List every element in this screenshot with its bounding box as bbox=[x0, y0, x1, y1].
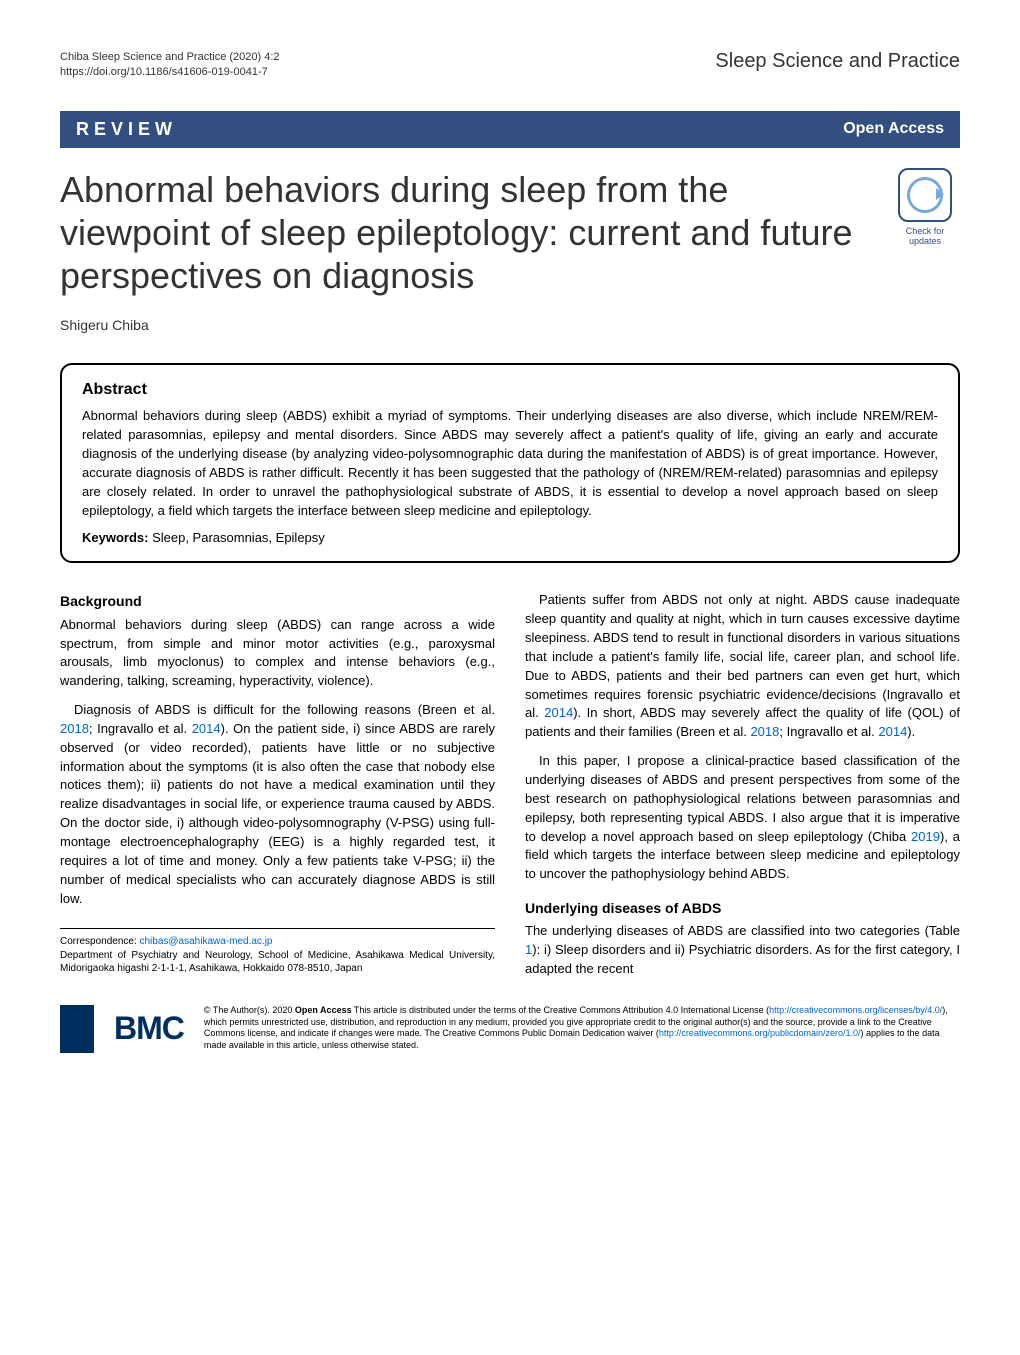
correspondence-line: Correspondence: chibas@asahikawa-med.ac.… bbox=[60, 935, 495, 949]
rp1-c: ; Ingravallo et al. bbox=[779, 724, 878, 739]
background-heading: Background bbox=[60, 591, 495, 611]
rp1-a: Patients suffer from ABDS not only at ni… bbox=[525, 592, 960, 720]
affiliation-text: Department of Psychiatry and Neurology, … bbox=[60, 949, 495, 976]
article-title: Abnormal behaviors during sleep from the… bbox=[60, 168, 870, 298]
p2-text-a: Diagnosis of ABDS is difficult for the f… bbox=[74, 702, 495, 717]
rp3-b: ): i) Sleep disorders and ii) Psychiatri… bbox=[525, 942, 960, 976]
correspondence-email[interactable]: chibas@asahikawa-med.ac.jp bbox=[140, 936, 273, 947]
crossmark-circle-icon bbox=[907, 177, 943, 213]
arrow-icon bbox=[936, 188, 944, 200]
left-column: Background Abnormal behaviors during sle… bbox=[60, 591, 495, 988]
citation-ingravallo-2014[interactable]: 2014 bbox=[192, 721, 221, 736]
abstract-text: Abnormal behaviors during sleep (ABDS) e… bbox=[82, 407, 938, 520]
license-text: © The Author(s). 2020 Open Access This a… bbox=[204, 1005, 960, 1052]
open-access-label: Open Access bbox=[843, 120, 944, 138]
right-para-3: The underlying diseases of ABDS are clas… bbox=[525, 922, 960, 979]
license-link-cc-by[interactable]: http://creativecommons.org/licenses/by/4… bbox=[769, 1005, 942, 1015]
check-updates-badge[interactable]: Check for updates bbox=[890, 168, 960, 246]
background-para-2: Diagnosis of ABDS is difficult for the f… bbox=[60, 701, 495, 908]
right-column: Patients suffer from ABDS not only at ni… bbox=[525, 591, 960, 988]
review-label: R E V I E W bbox=[76, 119, 172, 140]
background-para-1: Abnormal behaviors during sleep (ABDS) c… bbox=[60, 616, 495, 691]
author-name: Shigeru Chiba bbox=[60, 317, 960, 333]
rp3-a: The underlying diseases of ABDS are clas… bbox=[525, 923, 960, 938]
citation-block: Chiba Sleep Science and Practice (2020) … bbox=[60, 50, 280, 81]
title-row: Abnormal behaviors during sleep from the… bbox=[60, 168, 960, 298]
abstract-box: Abstract Abnormal behaviors during sleep… bbox=[60, 363, 960, 563]
header-row: Chiba Sleep Science and Practice (2020) … bbox=[60, 50, 960, 81]
license-open-access: Open Access bbox=[295, 1005, 352, 1015]
rp2-a: In this paper, I propose a clinical-prac… bbox=[525, 753, 960, 843]
keywords-label: Keywords: bbox=[82, 530, 148, 545]
license-link-cc0[interactable]: http://creativecommons.org/publicdomain/… bbox=[659, 1028, 861, 1038]
right-para-2: In this paper, I propose a clinical-prac… bbox=[525, 752, 960, 884]
keywords-line: Keywords: Sleep, Parasomnias, Epilepsy bbox=[82, 530, 938, 545]
bmc-square-icon bbox=[60, 1005, 108, 1053]
abstract-heading: Abstract bbox=[82, 381, 938, 399]
bmc-footer-row: BMC © The Author(s). 2020 Open Access Th… bbox=[60, 1005, 960, 1053]
bmc-logo: BMC bbox=[60, 1005, 184, 1053]
p2-text-c: ). On the patient side, i) since ABDS ar… bbox=[60, 721, 495, 906]
bmc-wave-icon bbox=[94, 1005, 108, 1053]
check-updates-icon bbox=[898, 168, 952, 222]
underlying-heading: Underlying diseases of ABDS bbox=[525, 898, 960, 918]
citation-ingravallo-2014-b[interactable]: 2014 bbox=[544, 705, 573, 720]
license-b: This article is distributed under the te… bbox=[352, 1005, 770, 1015]
citation-ingravallo-2014-c[interactable]: 2014 bbox=[878, 724, 907, 739]
right-para-1: Patients suffer from ABDS not only at ni… bbox=[525, 591, 960, 742]
citation-breen-2018[interactable]: 2018 bbox=[60, 721, 89, 736]
review-bar: R E V I E W Open Access bbox=[60, 111, 960, 148]
citation-chiba-2019[interactable]: 2019 bbox=[911, 829, 940, 844]
journal-name: Sleep Science and Practice bbox=[715, 50, 960, 73]
citation-line-1: Chiba Sleep Science and Practice (2020) … bbox=[60, 50, 280, 65]
bmc-logo-text: BMC bbox=[114, 1010, 184, 1047]
body-columns: Background Abnormal behaviors during sle… bbox=[60, 591, 960, 988]
p2-text-b: ; Ingravallo et al. bbox=[89, 721, 192, 736]
rp1-d: ). bbox=[907, 724, 915, 739]
citation-doi: https://doi.org/10.1186/s41606-019-0041-… bbox=[60, 65, 280, 80]
license-a: © The Author(s). 2020 bbox=[204, 1005, 295, 1015]
correspondence-label: Correspondence: bbox=[60, 936, 140, 947]
correspondence-footer: Correspondence: chibas@asahikawa-med.ac.… bbox=[60, 928, 495, 976]
citation-breen-2018-b[interactable]: 2018 bbox=[750, 724, 779, 739]
check-updates-label: Check for updates bbox=[890, 226, 960, 246]
keywords-values: Sleep, Parasomnias, Epilepsy bbox=[148, 530, 324, 545]
